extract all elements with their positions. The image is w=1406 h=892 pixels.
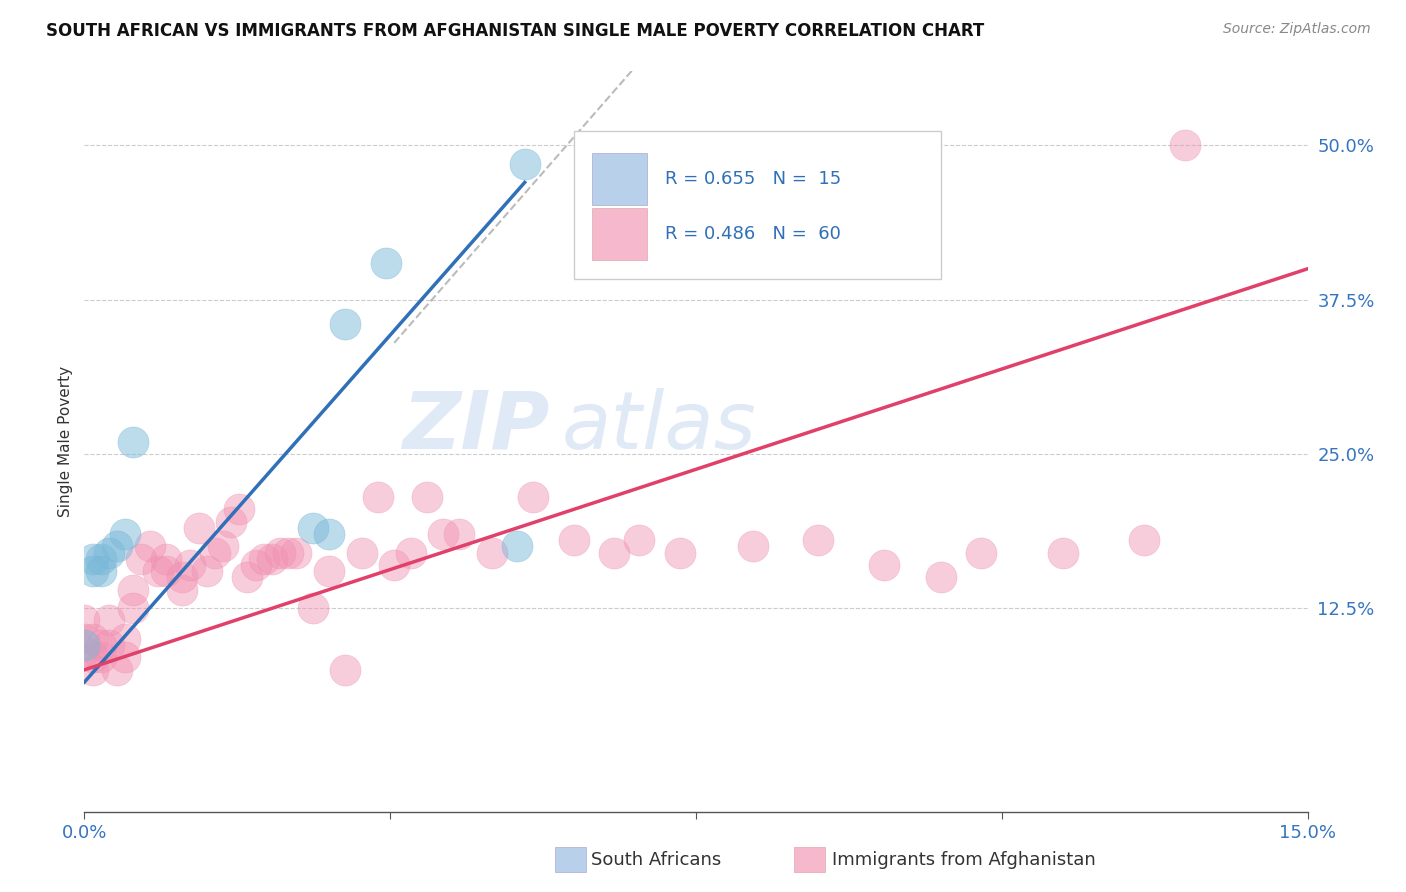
Point	[90, 638, 112, 652]
Point	[253, 551, 276, 566]
Point	[105, 540, 128, 554]
Point	[82, 650, 104, 665]
Point	[301, 601, 323, 615]
Point	[522, 490, 544, 504]
Point	[82, 564, 104, 578]
Point	[335, 663, 357, 677]
Point	[318, 564, 340, 578]
Point	[236, 570, 259, 584]
Point	[627, 533, 650, 548]
Text: Source: ZipAtlas.com: Source: ZipAtlas.com	[1223, 22, 1371, 37]
Point	[179, 558, 201, 572]
Point	[90, 551, 112, 566]
Point	[1052, 546, 1074, 560]
Point	[172, 570, 194, 584]
Point	[301, 521, 323, 535]
Point	[228, 502, 250, 516]
Point	[929, 570, 952, 584]
Point	[285, 546, 308, 560]
Point	[73, 614, 96, 628]
Point	[219, 515, 242, 529]
Point	[1174, 138, 1197, 153]
Point	[481, 546, 503, 560]
Point	[505, 540, 527, 554]
Text: Immigrants from Afghanistan: Immigrants from Afghanistan	[832, 851, 1097, 869]
Point	[269, 546, 291, 560]
Point	[513, 157, 536, 171]
Point	[90, 650, 112, 665]
Point	[105, 663, 128, 677]
Point	[416, 490, 439, 504]
Point	[212, 540, 235, 554]
Point	[1133, 533, 1156, 548]
Point	[277, 546, 299, 560]
Point	[432, 527, 454, 541]
Point	[970, 546, 993, 560]
Point	[382, 558, 405, 572]
Point	[73, 644, 96, 658]
Point	[335, 318, 357, 332]
Point	[375, 255, 398, 269]
Point	[155, 564, 177, 578]
Point	[204, 546, 226, 560]
Point	[318, 527, 340, 541]
Point	[172, 582, 194, 597]
Point	[146, 564, 169, 578]
FancyBboxPatch shape	[592, 153, 647, 204]
Text: atlas: atlas	[561, 388, 756, 466]
Point	[195, 564, 218, 578]
Point	[603, 546, 626, 560]
Point	[399, 546, 422, 560]
Point	[114, 527, 136, 541]
Point	[187, 521, 209, 535]
Point	[742, 540, 765, 554]
Point	[122, 434, 145, 449]
Point	[260, 551, 283, 566]
Point	[73, 632, 96, 646]
Point	[73, 638, 96, 652]
Point	[82, 551, 104, 566]
Point	[97, 614, 120, 628]
Point	[668, 546, 690, 560]
FancyBboxPatch shape	[574, 130, 941, 278]
Y-axis label: Single Male Poverty: Single Male Poverty	[58, 366, 73, 517]
Point	[122, 601, 145, 615]
Point	[245, 558, 267, 572]
Point	[872, 558, 894, 572]
Text: R = 0.655   N =  15: R = 0.655 N = 15	[665, 169, 842, 187]
Point	[82, 632, 104, 646]
Text: South Africans: South Africans	[591, 851, 721, 869]
Point	[90, 564, 112, 578]
Point	[367, 490, 389, 504]
Text: SOUTH AFRICAN VS IMMIGRANTS FROM AFGHANISTAN SINGLE MALE POVERTY CORRELATION CHA: SOUTH AFRICAN VS IMMIGRANTS FROM AFGHANI…	[46, 22, 984, 40]
Point	[114, 632, 136, 646]
Point	[122, 582, 145, 597]
Point	[97, 546, 120, 560]
Text: R = 0.486   N =  60: R = 0.486 N = 60	[665, 226, 841, 244]
Point	[350, 546, 373, 560]
Point	[155, 551, 177, 566]
Point	[449, 527, 471, 541]
Point	[807, 533, 830, 548]
Point	[131, 551, 153, 566]
Point	[562, 533, 585, 548]
Point	[114, 650, 136, 665]
Text: ZIP: ZIP	[402, 388, 550, 466]
Point	[82, 663, 104, 677]
FancyBboxPatch shape	[592, 209, 647, 260]
Point	[138, 540, 160, 554]
Point	[97, 638, 120, 652]
